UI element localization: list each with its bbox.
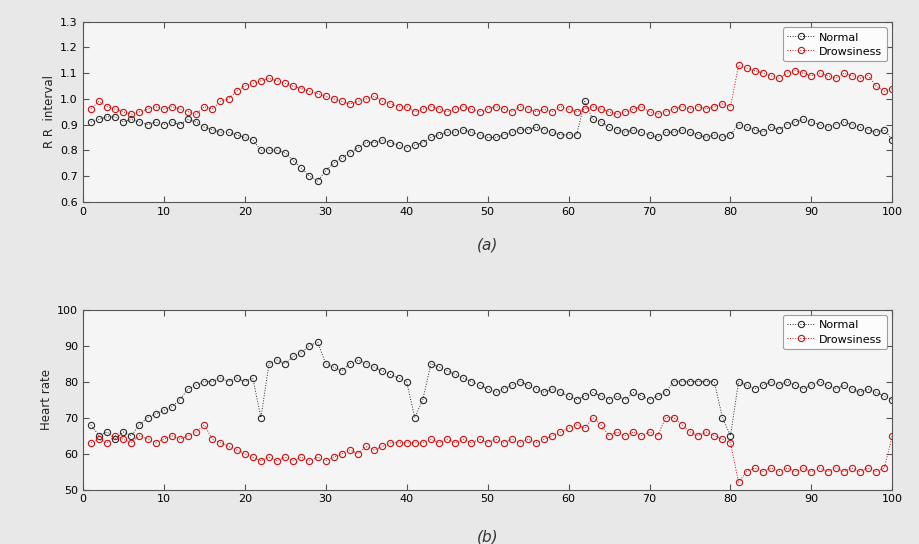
Y-axis label: R R  interval: R R interval — [43, 75, 56, 148]
Normal — [579, 98, 590, 104]
Normal — [239, 134, 250, 141]
Normal — [571, 132, 582, 138]
Normal — [837, 382, 848, 388]
Drowsiness — [126, 111, 137, 118]
Drowsiness — [239, 450, 250, 457]
Drowsiness — [505, 108, 516, 115]
Drowsiness — [562, 425, 573, 432]
Normal — [514, 379, 525, 385]
Drowsiness — [837, 468, 848, 475]
Normal — [247, 375, 258, 381]
Drowsiness — [732, 62, 743, 69]
Line: Drowsiness: Drowsiness — [87, 63, 894, 118]
Normal — [505, 129, 516, 135]
Line: Normal: Normal — [87, 339, 894, 442]
Drowsiness — [732, 479, 743, 486]
Drowsiness — [498, 440, 509, 446]
Normal — [312, 178, 323, 184]
Text: (b): (b) — [476, 529, 498, 544]
Normal — [279, 360, 290, 367]
Drowsiness — [862, 465, 873, 471]
Line: Drowsiness: Drowsiness — [87, 415, 894, 486]
Normal — [886, 137, 897, 143]
Normal — [886, 397, 897, 403]
Normal — [85, 119, 96, 125]
Normal — [85, 422, 96, 428]
Line: Normal: Normal — [87, 98, 894, 184]
Drowsiness — [862, 72, 873, 79]
Normal — [109, 436, 120, 442]
Drowsiness — [85, 106, 96, 113]
Drowsiness — [271, 458, 282, 464]
Drowsiness — [837, 70, 848, 77]
Drowsiness — [85, 440, 96, 446]
Legend: Normal, Drowsiness: Normal, Drowsiness — [782, 315, 886, 349]
Drowsiness — [886, 432, 897, 439]
Normal — [837, 119, 848, 125]
Legend: Normal, Drowsiness: Normal, Drowsiness — [782, 27, 886, 61]
Normal — [271, 147, 282, 153]
Drowsiness — [586, 415, 597, 421]
Drowsiness — [247, 80, 258, 86]
Text: (a): (a) — [476, 238, 498, 252]
Normal — [862, 386, 873, 392]
Normal — [862, 126, 873, 133]
Y-axis label: Heart rate: Heart rate — [40, 369, 52, 430]
Normal — [312, 339, 323, 345]
Drowsiness — [886, 85, 897, 92]
Drowsiness — [571, 108, 582, 115]
Normal — [579, 393, 590, 399]
Drowsiness — [279, 80, 290, 86]
